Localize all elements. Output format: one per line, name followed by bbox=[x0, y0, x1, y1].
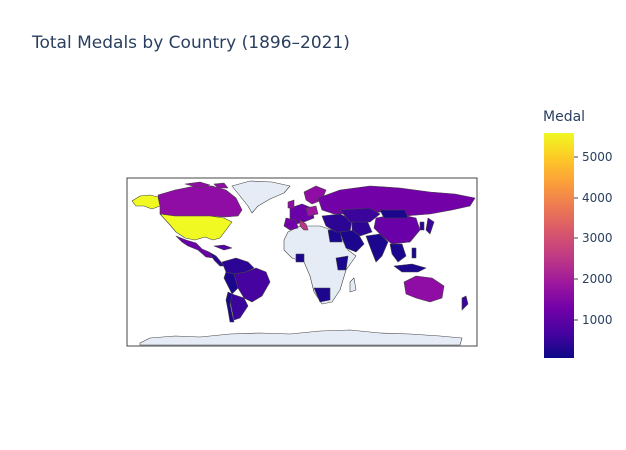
colorbar-tick-label: 1000 bbox=[582, 313, 613, 327]
nigeria bbox=[295, 253, 305, 263]
canada-islands bbox=[184, 181, 229, 189]
southeast-asia bbox=[389, 243, 407, 263]
colorbar bbox=[544, 133, 574, 358]
germany-east bbox=[305, 205, 319, 217]
united-states bbox=[159, 213, 233, 241]
australia bbox=[403, 275, 445, 303]
antarctica bbox=[139, 329, 463, 346]
madagascar bbox=[349, 277, 357, 293]
colorbar-tick-label: 5000 bbox=[582, 150, 613, 164]
cuba bbox=[213, 244, 233, 251]
colorbar-title: Medal bbox=[543, 109, 586, 125]
kazakhstan bbox=[339, 207, 381, 223]
colorbar-tick-label: 3000 bbox=[582, 231, 613, 245]
uk bbox=[287, 199, 295, 209]
chile bbox=[225, 291, 235, 323]
south-africa bbox=[313, 287, 331, 303]
mongolia bbox=[379, 209, 409, 219]
brazil bbox=[233, 267, 271, 303]
japan bbox=[425, 217, 435, 235]
indonesia bbox=[393, 263, 427, 273]
colorbar-tick-label: 2000 bbox=[582, 272, 613, 286]
philippines bbox=[411, 247, 417, 259]
korea bbox=[419, 221, 425, 231]
kenya-ethiopia bbox=[335, 255, 349, 271]
chart-title: Total Medals by Country (1896–2021) bbox=[32, 33, 350, 53]
greenland bbox=[231, 180, 291, 214]
italy bbox=[299, 219, 309, 231]
france-spain bbox=[283, 217, 299, 231]
colorbar-ticks bbox=[574, 156, 578, 321]
colorbar-tick-label: 4000 bbox=[582, 191, 613, 205]
new-zealand bbox=[461, 295, 469, 311]
